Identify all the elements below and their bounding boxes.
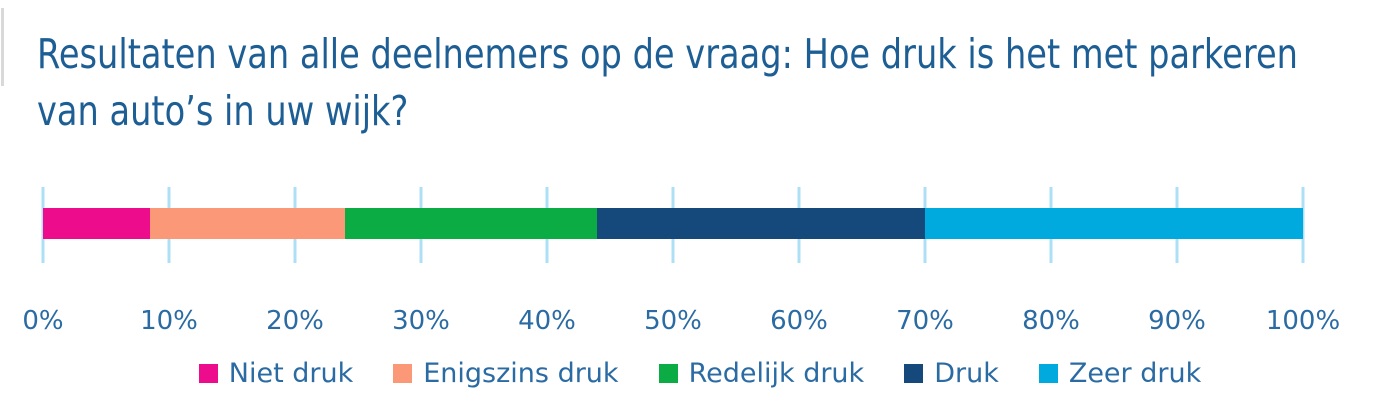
legend-item-druk: Druk: [904, 358, 999, 389]
legend-item-zeer-druk: Zeer druk: [1038, 358, 1202, 389]
legend-label-redelijk-druk: Redelijk druk: [688, 358, 865, 389]
x-axis-tick-label: 90%: [1148, 306, 1206, 336]
x-axis-tick-label: 10%: [140, 306, 198, 336]
x-axis-tick-label: 50%: [644, 306, 702, 336]
legend-item-niet-druk: Niet druk: [198, 358, 354, 389]
chart-title: Resultaten van alle deelnemers op de vra…: [37, 26, 1298, 140]
bar-segment-enigszins-druk: [150, 208, 346, 239]
left-border-line: [1, 8, 4, 86]
x-axis-tick-label: 70%: [896, 306, 954, 336]
x-axis-tick-label: 0%: [22, 306, 64, 336]
legend-swatch-druk: [904, 364, 924, 383]
x-axis-tick-label: 20%: [266, 306, 324, 336]
legend-label-niet-druk: Niet druk: [228, 358, 354, 389]
chart-title-line-1: Resultaten van alle deelnemers op de vra…: [37, 30, 1298, 78]
stacked-bar: [43, 208, 1303, 239]
x-axis-tick-label: 30%: [392, 306, 450, 336]
legend-label-enigszins-druk: Enigszins druk: [423, 358, 619, 389]
x-axis-tick-label: 60%: [770, 306, 828, 336]
x-axis-tick-label: 80%: [1022, 306, 1080, 336]
legend-swatch-redelijk-druk: [658, 364, 678, 383]
x-axis-tick-label: 100%: [1265, 306, 1341, 336]
bar-segment-zeer-druk: [924, 208, 1303, 239]
chart-title-line-2: van auto’s in uw wijk?: [37, 87, 409, 135]
bar-segment-redelijk-druk: [345, 208, 598, 239]
legend-swatch-niet-druk: [198, 364, 218, 383]
x-axis-labels: 0% 10% 20% 30% 40% 50% 60% 70% 80% 90% 100%: [22, 302, 1340, 340]
bar-segment-niet-druk: [43, 208, 151, 239]
legend-swatch-zeer-druk: [1038, 364, 1058, 383]
legend: Niet druk Enigszins druk Redelijk druk Druk…: [0, 358, 1400, 389]
bar-segment-druk: [597, 208, 925, 239]
legend-item-redelijk-druk: Redelijk druk: [658, 358, 865, 389]
x-axis-tick-label: 40%: [518, 306, 576, 336]
legend-label-druk: Druk: [934, 358, 999, 389]
stacked-bar-chart: [41, 187, 1305, 263]
legend-item-enigszins-druk: Enigszins druk: [393, 358, 619, 389]
legend-swatch-enigszins-druk: [393, 364, 413, 383]
legend-label-zeer-druk: Zeer druk: [1068, 358, 1202, 389]
gridline-tick: [1301, 187, 1305, 263]
